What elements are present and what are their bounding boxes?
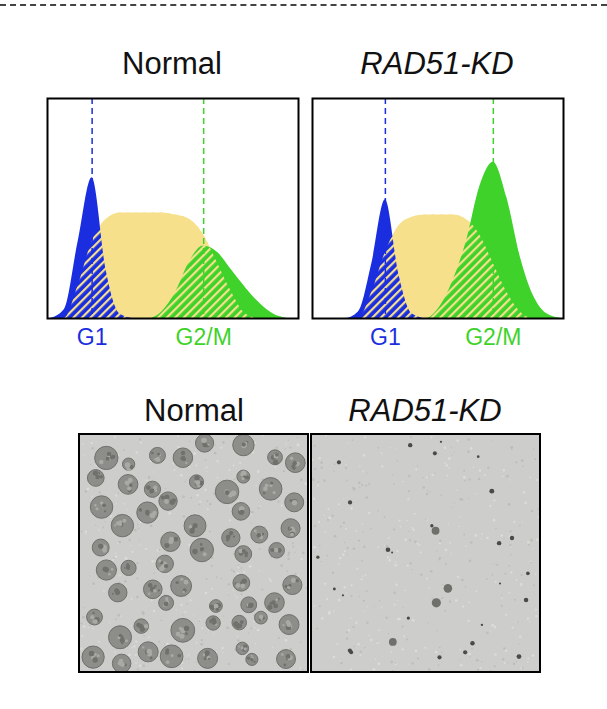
svg-text:G2/M: G2/M: [465, 324, 521, 350]
svg-text:G2/M: G2/M: [176, 324, 232, 350]
svg-text:G1: G1: [370, 324, 401, 350]
html-text:Normal: Normal: [122, 46, 222, 81]
svg-text:G1: G1: [77, 324, 108, 350]
html-text:RAD51-KD: RAD51-KD: [348, 393, 502, 428]
html-text:Normal: Normal: [144, 393, 244, 428]
html-text:RAD51-KD: RAD51-KD: [360, 46, 514, 81]
